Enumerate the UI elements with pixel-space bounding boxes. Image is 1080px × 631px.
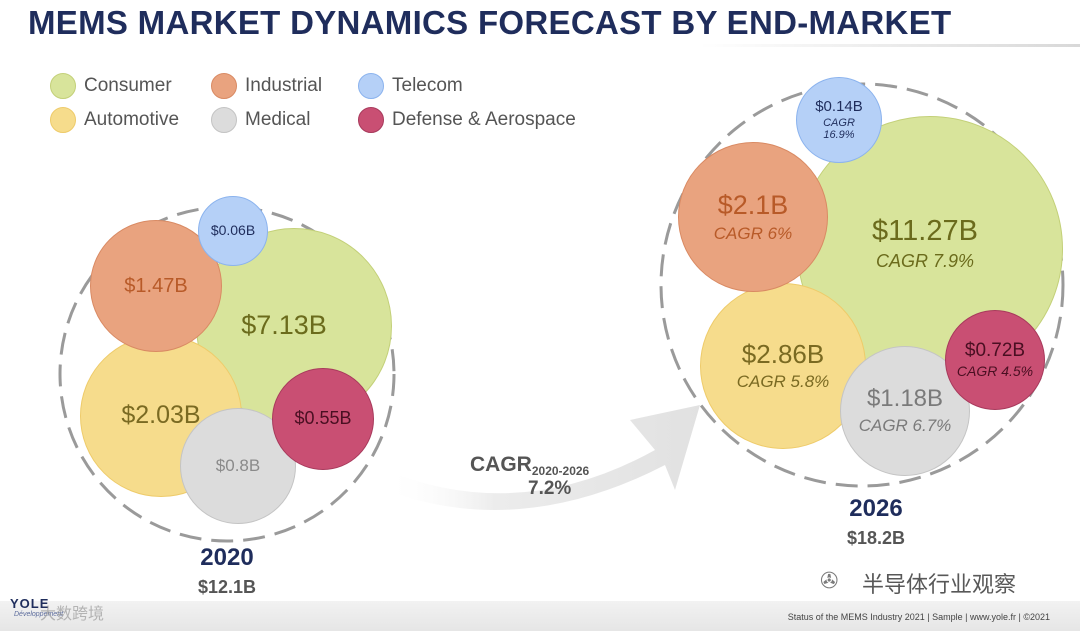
growth-arrow <box>385 405 700 510</box>
bubble-2020-defense: $0.55B <box>272 368 374 470</box>
legend-swatch-telecom <box>358 73 384 99</box>
legend-label: Consumer <box>84 75 172 96</box>
bubble-value: $0.06B <box>210 222 256 239</box>
bubble-value: $1.47B <box>124 275 188 297</box>
wechat-icon: ✇ <box>820 568 839 593</box>
bubble-value: $0.55B <box>294 408 352 429</box>
legend-item-consumer: Consumer <box>50 71 172 101</box>
bubble-value: $0.14B <box>815 97 863 115</box>
bubble-value: $0.72B <box>964 339 1026 361</box>
year-label-2026: 2026 <box>849 495 903 522</box>
bubble-cagr: CAGR 5.8% <box>736 371 830 391</box>
legend-swatch-medical <box>211 107 237 133</box>
bubble-2026-industrial: $2.1B CAGR 6% <box>678 142 828 292</box>
bubble-cagr: CAGR 4.5% <box>956 362 1034 379</box>
legend-label: Automotive <box>84 109 180 130</box>
bubble-2026-telecom: $0.14B CAGR 16.9% <box>796 77 882 163</box>
legend-label: Industrial <box>245 75 323 96</box>
legend-item-automotive: Automotive <box>50 105 179 135</box>
overall-cagr-label: CAGR <box>470 453 532 476</box>
legend-item-telecom: Telecom <box>358 71 463 101</box>
bubble-2026-defense: $0.72B CAGR 4.5% <box>945 310 1045 410</box>
total-label-2020: $12.1B <box>197 577 257 597</box>
yole-logo: YOLE <box>10 596 50 611</box>
legend-label: Medical <box>245 109 311 130</box>
overall-cagr-value: 7.2% <box>528 478 572 500</box>
legend-label: Defense & Aerospace <box>392 109 576 130</box>
bubble-value: $2.1B <box>717 189 789 220</box>
overall-cagr: CAGR2020-2026 7.2% <box>470 453 630 500</box>
bubble-cagr: CAGR 6% <box>713 223 793 243</box>
bubble-2026-automotive: $2.86B CAGR 5.8% <box>700 283 866 449</box>
legend-item-defense: Defense & Aerospace <box>358 105 576 135</box>
footer-source: Status of the MEMS Industry 2021 | Sampl… <box>787 612 1050 622</box>
legend-item-medical: Medical <box>211 105 310 135</box>
bubble-value: $11.27B <box>872 215 978 248</box>
watermark-right: 半导体行业观察 <box>862 572 1017 597</box>
bubble-value: $0.8B <box>215 455 261 475</box>
legend-item-industrial: Industrial <box>211 71 322 101</box>
bubble-value: $7.13B <box>241 310 327 341</box>
overall-cagr-period: 2020-2026 <box>531 464 590 479</box>
legend-swatch-industrial <box>211 73 237 99</box>
yole-logo-subtitle: Développement <box>14 611 64 618</box>
legend-label: Telecom <box>392 75 463 96</box>
bubble-value: $2.03B <box>121 401 201 430</box>
legend-swatch-consumer <box>50 73 76 99</box>
page-title: MEMS MARKET DYNAMICS FORECAST BY END-MAR… <box>28 4 952 41</box>
bubble-cagr: CAGR 6.7% <box>858 415 952 435</box>
footer-bar <box>0 601 1080 631</box>
total-label-2026: $18.2B <box>846 528 906 548</box>
bubble-value: $1.18B <box>866 385 944 413</box>
title-divider <box>700 44 1080 47</box>
bubble-cagr: CAGR 7.9% <box>875 251 975 272</box>
bubble-value: $2.86B <box>741 339 825 370</box>
watermark-left: 大数跨境 <box>40 606 105 623</box>
year-label-2020: 2020 <box>200 544 254 571</box>
bubble-2020-telecom: $0.06B <box>198 196 268 266</box>
legend-swatch-defense <box>358 107 384 133</box>
legend-swatch-automotive <box>50 107 76 133</box>
bubble-2026-medical: $1.18B CAGR 6.7% <box>840 346 970 476</box>
bubble-cagr: CAGR 16.9% <box>823 117 855 142</box>
